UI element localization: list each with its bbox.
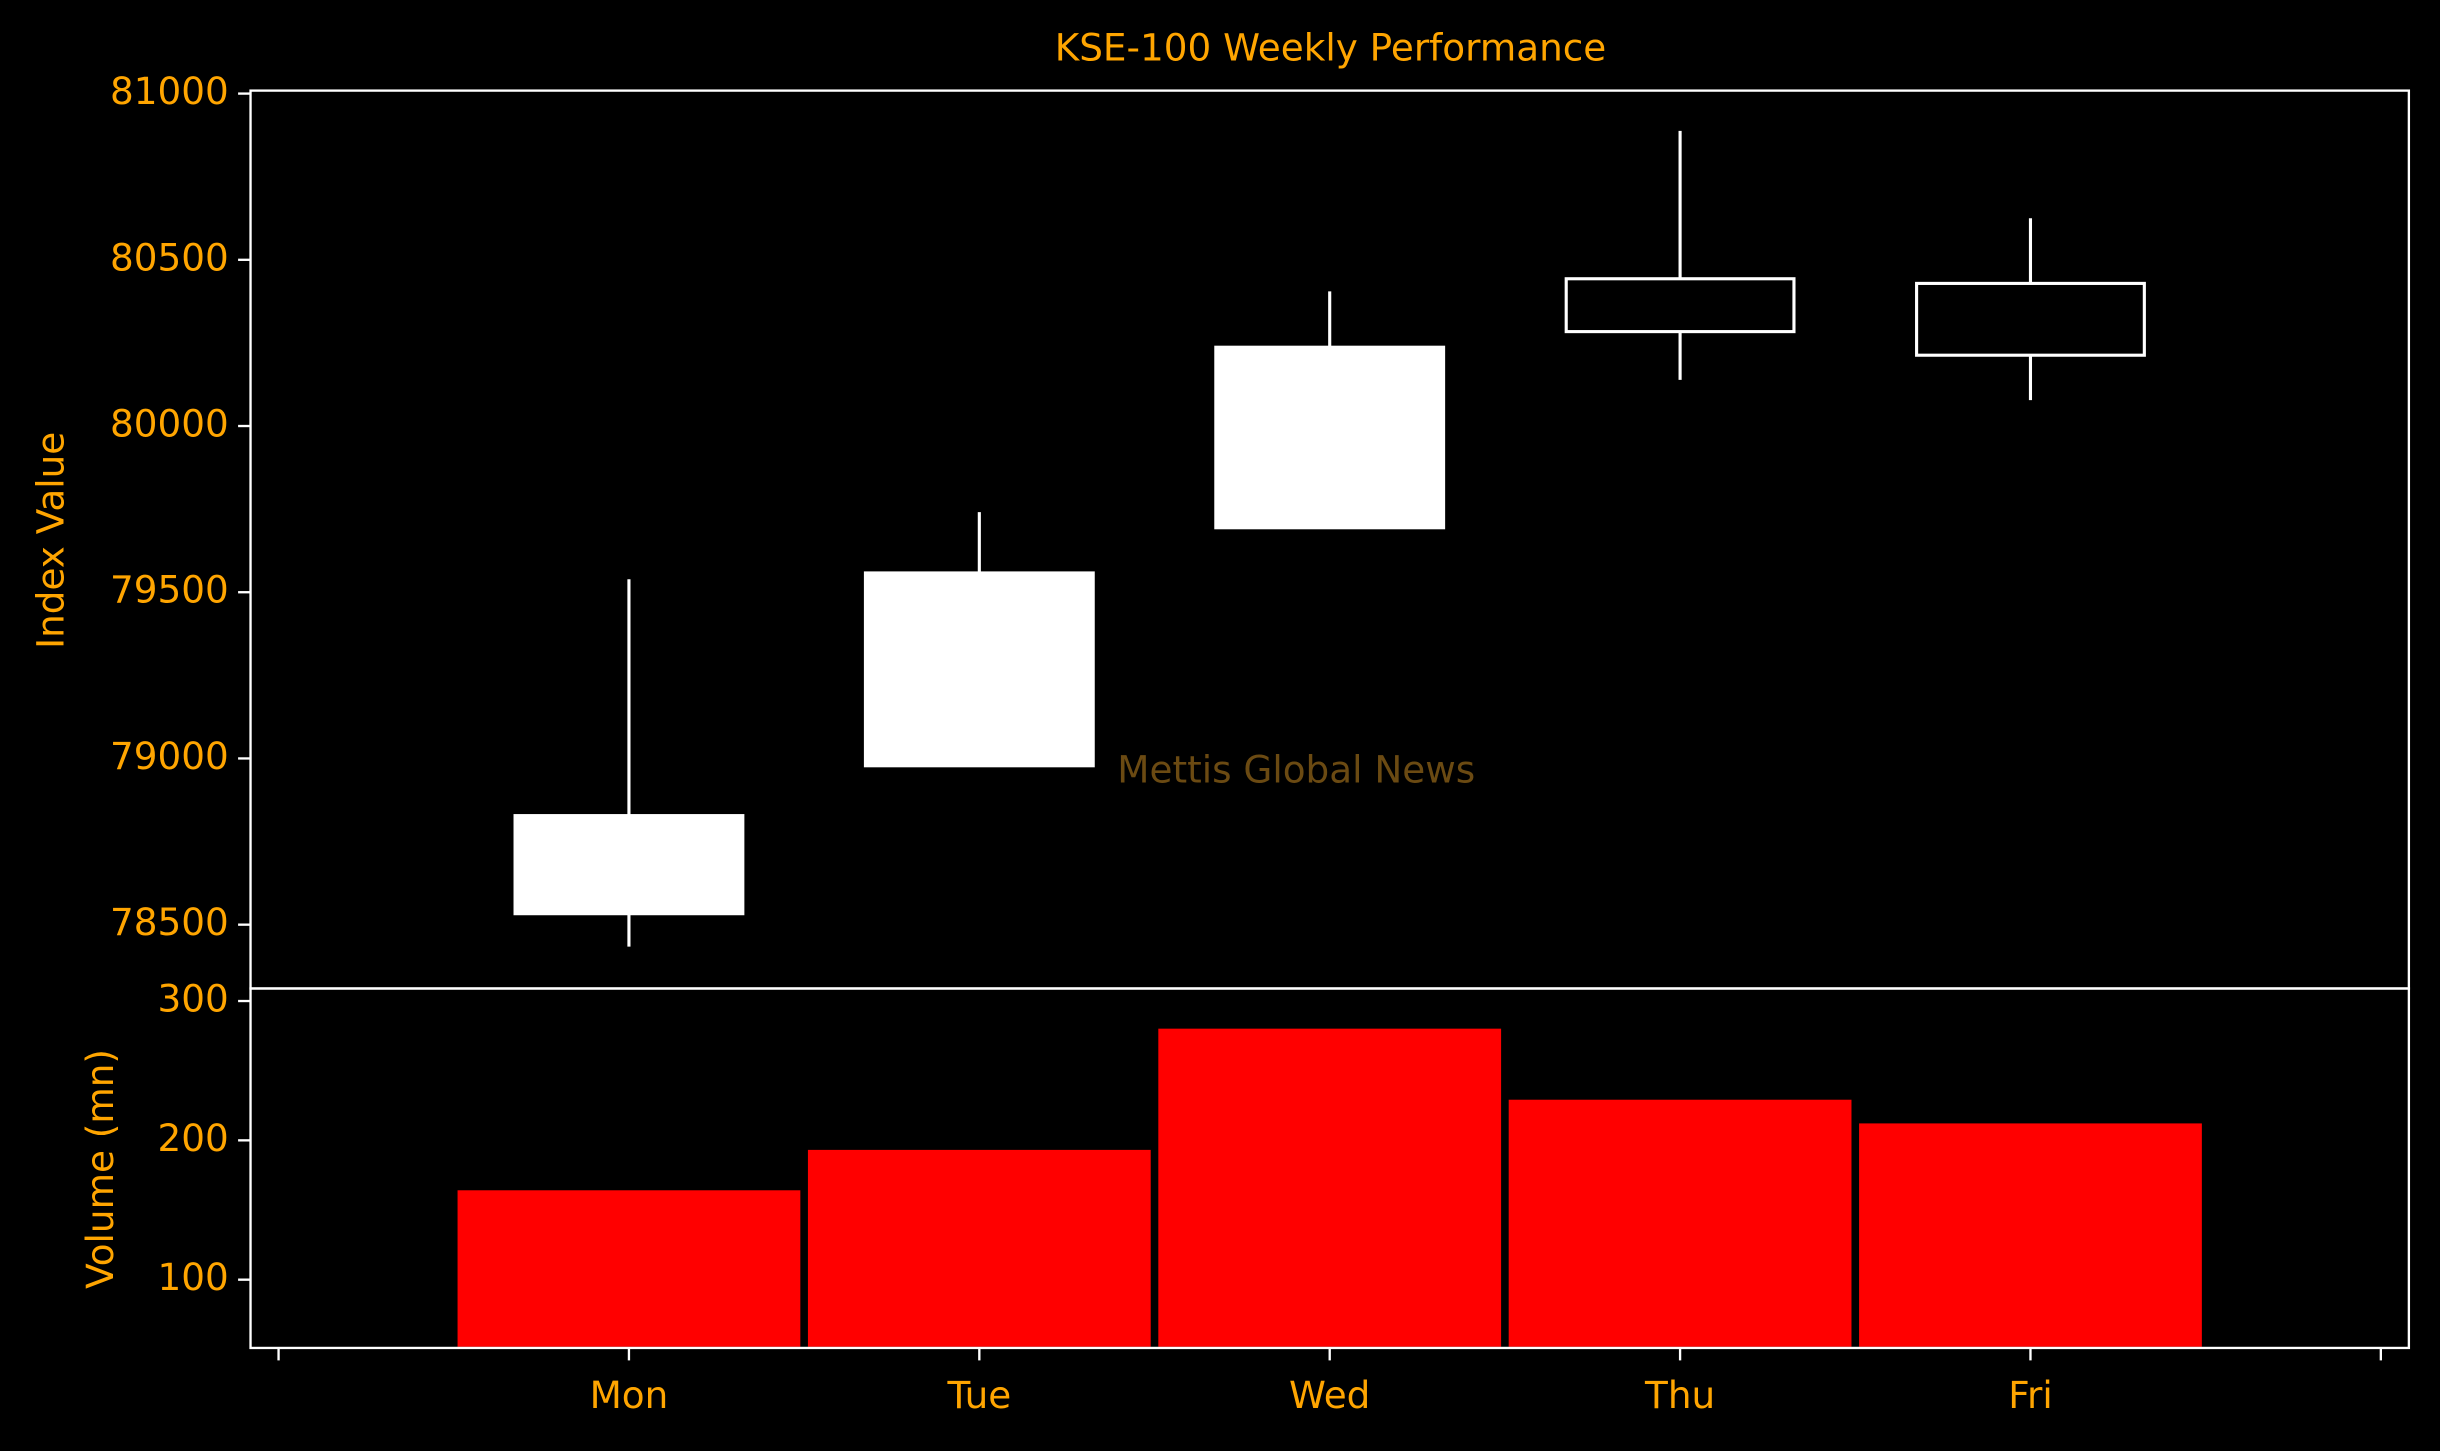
candle-body [513,814,745,916]
candle-body [1564,277,1796,334]
chart-title: KSE-100 Weekly Performance [1055,26,1606,70]
x-tick-label: Thu [1644,1373,1715,1417]
y-tick-label: 78500 [110,900,229,944]
bar [1155,1026,1504,1350]
x-tick-label: Fri [2008,1373,2052,1417]
y-axis-label: Index Value [28,432,72,649]
bar [455,1187,803,1350]
y-tick-label: 79000 [110,734,229,778]
y-tick-label: 200 [158,1116,229,1160]
bar [1506,1097,1854,1350]
watermark: Mettis Global News [1117,748,1475,792]
y-tick-label: 80500 [110,235,229,279]
x-tick-label: Tue [946,1373,1011,1417]
y-tick-label: 79500 [110,568,229,612]
x-tick-label: Wed [1289,1373,1370,1417]
y-tick-label: 81000 [110,69,229,113]
y-tick-label: 100 [158,1255,229,1299]
bar [805,1147,1154,1350]
candle-body [1915,281,2146,357]
candle-body [863,571,1095,768]
y-tick-label: 80000 [110,402,229,446]
y-tick-label: 300 [158,977,229,1021]
bar [1856,1121,2205,1350]
candle-body [1214,345,1446,530]
x-tick-label: Mon [590,1373,669,1417]
y-axis-label: Volume (mn) [78,1049,122,1289]
